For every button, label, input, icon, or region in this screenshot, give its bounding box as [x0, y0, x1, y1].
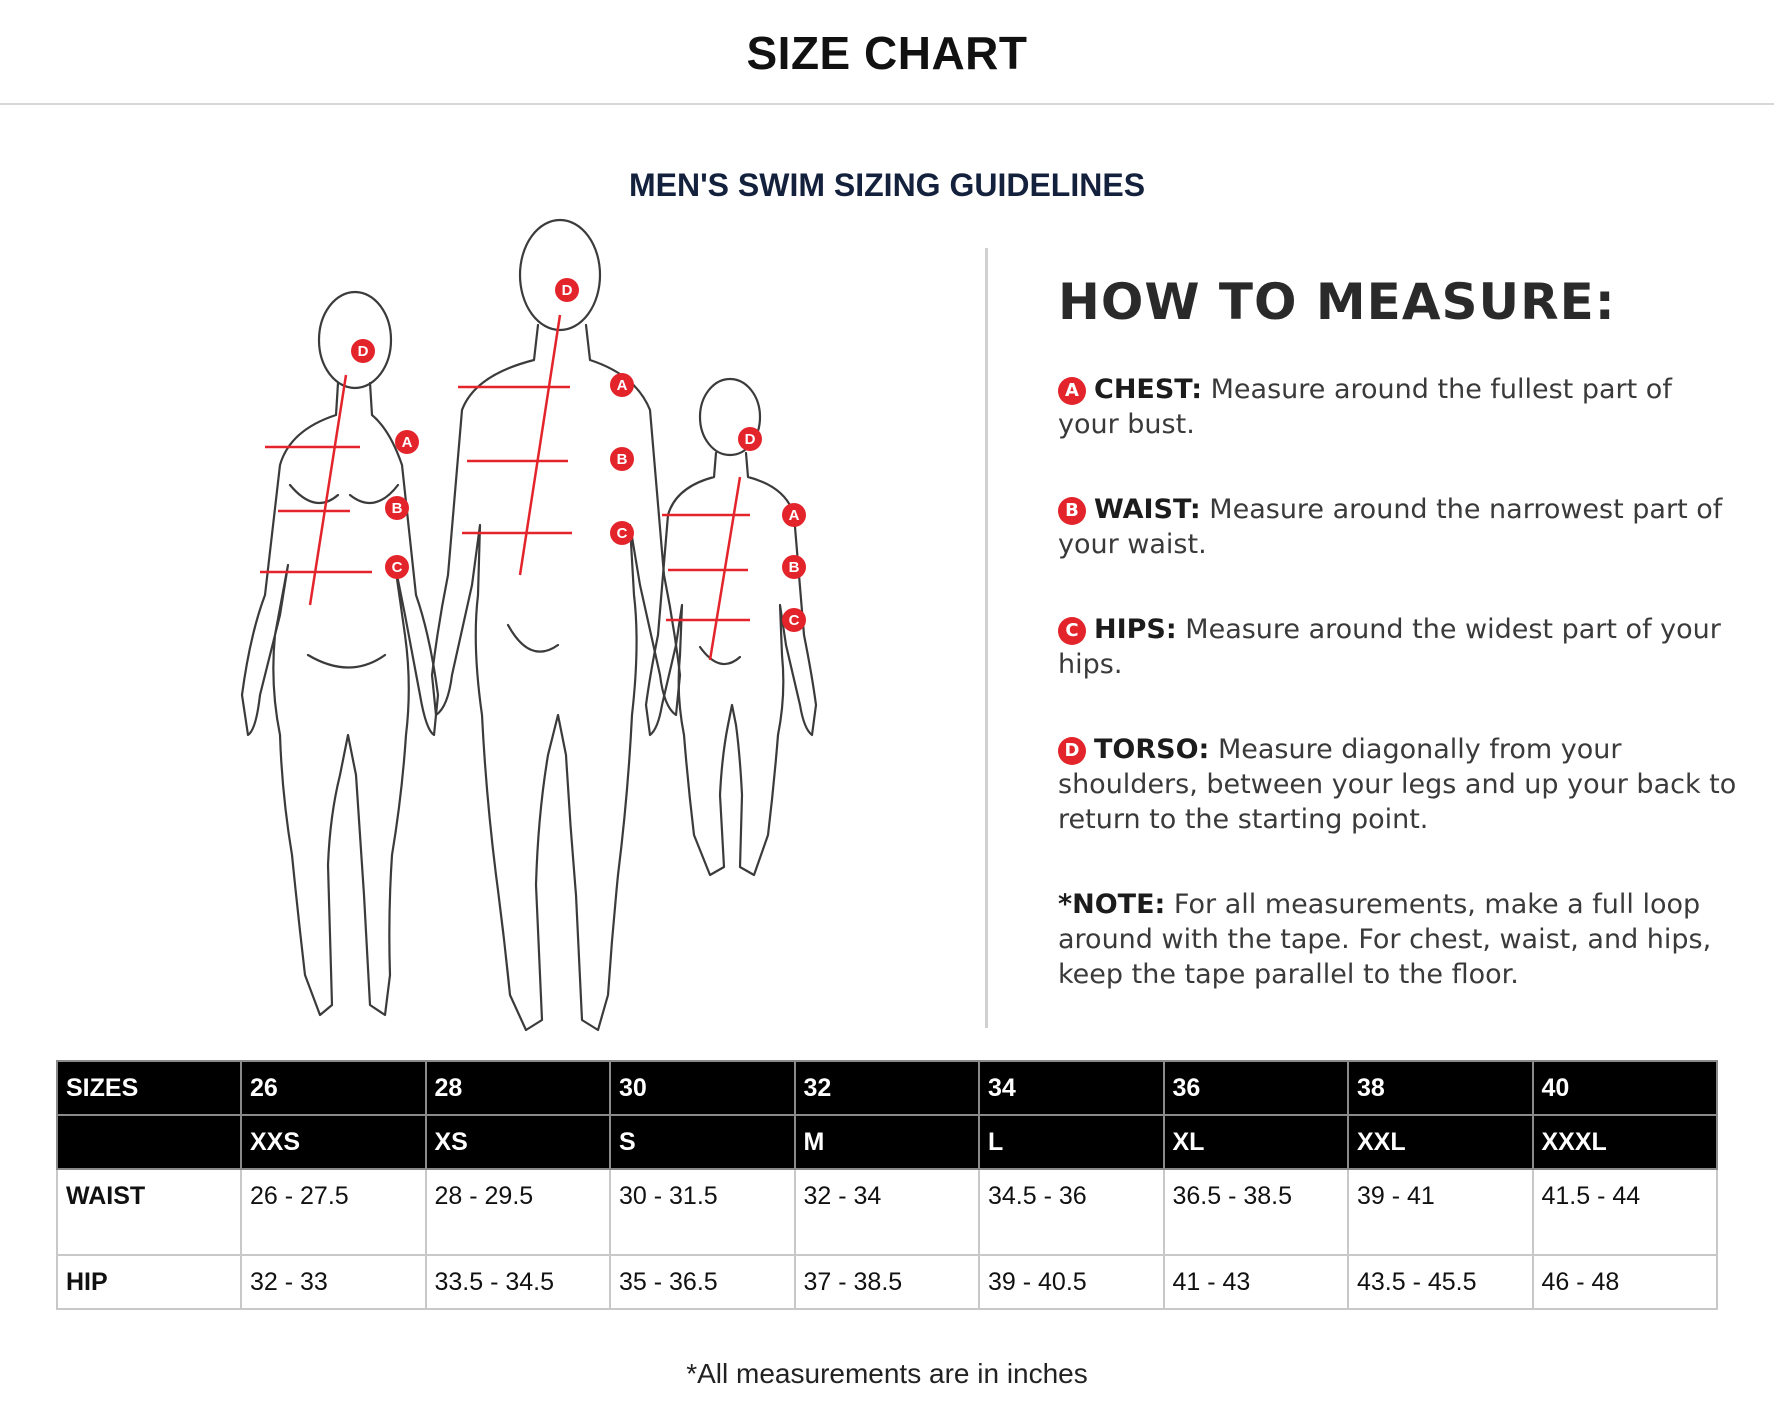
- figures-svg: D A B C D A B C D A B C: [240, 218, 818, 1032]
- badge-d-icon: D: [1058, 737, 1086, 765]
- table-header-cell: XL: [1162, 1114, 1349, 1170]
- section-title: MEN'S SWIM SIZING GUIDELINES: [628, 167, 1146, 203]
- svg-text:D: D: [562, 282, 573, 299]
- table-cell: 26 - 27.5: [240, 1168, 427, 1256]
- table-cell: 43.5 - 45.5: [1347, 1254, 1534, 1310]
- table-cell: 46 - 48: [1531, 1254, 1718, 1310]
- table-cell: 39 - 41: [1347, 1168, 1534, 1256]
- svg-text:C: C: [789, 612, 800, 629]
- page-title: SIZE CHART: [746, 27, 1028, 79]
- table-header-cell: XXL: [1347, 1114, 1534, 1170]
- svg-text:A: A: [789, 507, 800, 524]
- badge-c-icon: C: [1058, 617, 1086, 645]
- measure-label: CHEST:: [1094, 374, 1203, 405]
- measure-item-hips: C HIPS: Measure around the widest part of…: [1058, 612, 1738, 682]
- table-header-cell: XS: [424, 1114, 611, 1170]
- table-header-cell: 36: [1162, 1060, 1349, 1116]
- row-label: WAIST: [56, 1168, 242, 1256]
- table-header-cell: 30: [609, 1060, 796, 1116]
- how-to-measure-panel: HOW TO MEASURE: A CHEST: Measure around t…: [1058, 272, 1738, 992]
- table-header-cell: L: [978, 1114, 1165, 1170]
- table-cell: 37 - 38.5: [793, 1254, 980, 1310]
- man-arrows: [458, 314, 572, 576]
- table-header-row-letters: XXS XS S M L XL XXL XXXL: [56, 1114, 1718, 1170]
- table-header-cell: M: [793, 1114, 980, 1170]
- measure-item-chest: A CHEST: Measure around the fullest part …: [1058, 372, 1738, 442]
- table-header-cell: 26: [240, 1060, 427, 1116]
- how-to-measure-title: HOW TO MEASURE:: [1058, 273, 1616, 331]
- svg-text:C: C: [617, 525, 628, 542]
- table-header-cell: 28: [424, 1060, 611, 1116]
- measure-text: Measure around the widest part of your h…: [1058, 614, 1721, 680]
- svg-text:A: A: [617, 377, 628, 394]
- table-header-cell: 32: [793, 1060, 980, 1116]
- woman-figure: [240, 290, 440, 1017]
- table-cell: 28 - 29.5: [424, 1168, 611, 1256]
- section-divider: [985, 248, 988, 1028]
- svg-text:B: B: [617, 451, 628, 468]
- table-header-cell: SIZES: [56, 1060, 242, 1116]
- note-text: For all measurements, make a full loop a…: [1058, 889, 1712, 990]
- measure-item-torso: D TORSO: Measure diagonally from your sho…: [1058, 732, 1738, 837]
- table-cell: 34.5 - 36: [978, 1168, 1165, 1256]
- table-cell: 33.5 - 34.5: [424, 1254, 611, 1310]
- measure-note: *NOTE: For all measurements, make a full…: [1058, 887, 1738, 992]
- table-header-cell: XXXL: [1531, 1114, 1718, 1170]
- table-header-row: SIZES 26 28 30 32 34 36 38 40: [56, 1060, 1718, 1116]
- table-header-cell: [56, 1114, 242, 1170]
- child-arrows: [662, 476, 750, 661]
- svg-text:D: D: [358, 343, 369, 360]
- table-header-cell: 38: [1347, 1060, 1534, 1116]
- svg-text:B: B: [789, 559, 800, 576]
- table-header-cell: 34: [978, 1060, 1165, 1116]
- measure-text: Measure diagonally from your shoulders, …: [1058, 734, 1737, 835]
- measure-text: Measure around the narrowest part of you…: [1058, 494, 1723, 560]
- table-header-cell: XXS: [240, 1114, 427, 1170]
- svg-text:D: D: [745, 431, 756, 448]
- table-cell: 41.5 - 44: [1531, 1168, 1718, 1256]
- badge-b-icon: B: [1058, 497, 1086, 525]
- measure-label: WAIST:: [1094, 494, 1201, 525]
- table-cell: 32 - 33: [240, 1254, 427, 1310]
- table-cell: 39 - 40.5: [978, 1254, 1165, 1310]
- svg-text:C: C: [392, 559, 403, 576]
- woman-arrows: [260, 374, 372, 606]
- table-cell: 35 - 36.5: [609, 1254, 796, 1310]
- measurement-figures-illustration: D A B C D A B C D A B C: [220, 215, 920, 1035]
- measure-text: Measure around the fullest part of your …: [1058, 374, 1672, 440]
- table-row: WAIST 26 - 27.5 28 - 29.5 30 - 31.5 32 -…: [56, 1168, 1718, 1256]
- table-header-cell: S: [609, 1114, 796, 1170]
- note-label: *NOTE:: [1058, 889, 1166, 920]
- size-table: SIZES 26 28 30 32 34 36 38 40 XXS XS S M…: [56, 1060, 1718, 1310]
- child-figure: [644, 377, 818, 877]
- header-divider: [0, 103, 1774, 105]
- svg-text:B: B: [392, 500, 403, 517]
- figure-badge-markers: D A B C D A B C D A B C: [351, 278, 806, 632]
- row-label: HIP: [56, 1254, 242, 1310]
- svg-text:A: A: [402, 434, 413, 451]
- measure-item-waist: B WAIST: Measure around the narrowest par…: [1058, 492, 1738, 562]
- measure-label: TORSO:: [1094, 734, 1210, 765]
- measure-label: HIPS:: [1094, 614, 1177, 645]
- table-cell: 32 - 34: [793, 1168, 980, 1256]
- table-cell: 41 - 43: [1162, 1254, 1349, 1310]
- footnote: *All measurements are in inches: [686, 1358, 1088, 1389]
- badge-a-icon: A: [1058, 377, 1086, 405]
- table-cell: 36.5 - 38.5: [1162, 1168, 1349, 1256]
- table-cell: 30 - 31.5: [609, 1168, 796, 1256]
- table-header-cell: 40: [1531, 1060, 1718, 1116]
- man-figure: [430, 218, 682, 1032]
- table-row: HIP 32 - 33 33.5 - 34.5 35 - 36.5 37 - 3…: [56, 1254, 1718, 1310]
